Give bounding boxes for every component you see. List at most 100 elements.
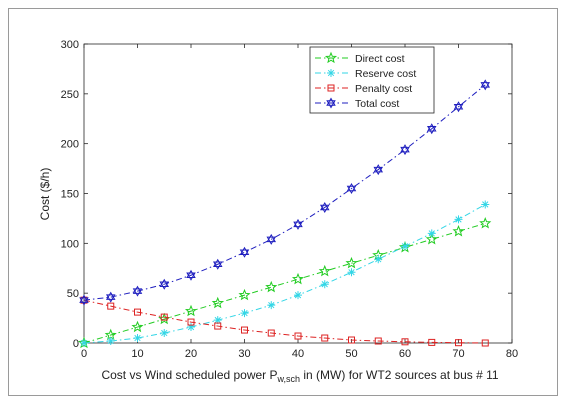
data-point xyxy=(159,278,170,290)
data-point xyxy=(374,255,383,264)
marker-hexagram-a xyxy=(132,285,143,294)
data-point xyxy=(107,302,115,310)
marker-asterisk xyxy=(106,337,115,346)
marker-hexagram-b xyxy=(159,281,170,290)
marker-star xyxy=(452,225,465,237)
marker-square xyxy=(214,322,222,330)
marker-square xyxy=(241,326,248,334)
marker-hexagram-a xyxy=(426,123,437,132)
marker-hexagram-b xyxy=(186,272,196,281)
data-point xyxy=(428,338,436,346)
data-point xyxy=(131,320,144,333)
data-point xyxy=(374,337,382,345)
marker-hexagram-a xyxy=(400,144,410,153)
marker-square xyxy=(327,84,335,92)
data-point xyxy=(294,291,302,300)
marker-star xyxy=(184,304,198,317)
x-axis-label-unit: in (MW) for WT2 sources at bus # 11 xyxy=(300,368,499,382)
marker-asterisk xyxy=(267,301,276,310)
data-point xyxy=(212,258,223,270)
marker-asterisk xyxy=(80,339,88,347)
series-line xyxy=(83,299,486,344)
x-tick-label: 10 xyxy=(131,348,143,360)
marker-hexagram-b xyxy=(79,297,89,306)
marker-star xyxy=(131,320,144,333)
data-point xyxy=(211,296,224,309)
marker-asterisk xyxy=(347,268,356,277)
data-point xyxy=(291,272,305,285)
marker-square xyxy=(187,318,195,326)
marker-hexagram-b xyxy=(346,185,357,195)
marker-hexagram-a xyxy=(186,269,196,278)
marker-square xyxy=(428,338,436,346)
marker-star xyxy=(425,233,438,245)
y-tick-label: 250 xyxy=(61,89,79,101)
data-point xyxy=(481,200,490,209)
marker-asterisk xyxy=(294,291,302,300)
x-tick-label: 50 xyxy=(345,348,357,360)
data-point xyxy=(160,329,169,338)
marker-hexagram-a xyxy=(239,246,250,256)
data-point xyxy=(455,339,462,347)
y-tick-label: 50 xyxy=(67,288,79,300)
data-point xyxy=(401,242,409,251)
marker-star xyxy=(345,256,358,269)
marker-asterisk xyxy=(401,242,409,251)
legend-marker xyxy=(327,84,335,92)
data-point xyxy=(321,334,329,342)
data-point xyxy=(106,337,115,346)
x-axis-label-main: Cost vs Wind scheduled power P xyxy=(101,368,277,382)
x-tick-label: 30 xyxy=(238,348,250,360)
legend-item: Total cost xyxy=(315,97,399,110)
data-point xyxy=(347,268,356,277)
x-axis-ticks: 0 10 20 30 40 50 60 70 80 xyxy=(81,44,518,360)
marker-hexagram-b xyxy=(326,100,336,109)
legend-label: Direct cost xyxy=(355,53,405,65)
data-point xyxy=(160,313,168,321)
marker-asterisk xyxy=(481,200,490,209)
marker-asterisk xyxy=(454,215,463,224)
marker-star xyxy=(318,264,331,277)
marker-square xyxy=(374,337,382,345)
data-point xyxy=(453,101,464,113)
marker-square xyxy=(455,339,462,347)
data-point xyxy=(348,336,355,344)
marker-hexagram-a xyxy=(212,258,223,268)
legend-item: Direct cost xyxy=(315,51,405,65)
marker-square xyxy=(348,336,355,344)
data-point xyxy=(481,339,489,347)
data-point xyxy=(213,316,222,325)
marker-hexagram-b xyxy=(266,236,277,245)
marker-hexagram-b xyxy=(132,288,143,297)
data-point xyxy=(454,215,463,224)
data-point xyxy=(294,332,302,340)
marker-hexagram-a xyxy=(159,278,170,287)
marker-hexagram-a xyxy=(319,201,330,211)
marker-star xyxy=(291,272,305,285)
marker-asterisk xyxy=(327,69,335,77)
legend-item: Penalty cost xyxy=(315,83,412,95)
marker-square xyxy=(160,313,168,321)
data-point xyxy=(105,291,116,303)
x-axis-label: Cost vs Wind scheduled power Pw,sch in (… xyxy=(101,368,498,384)
data-point xyxy=(427,229,436,238)
marker-star xyxy=(324,51,338,64)
x-tick-label: 0 xyxy=(81,348,87,360)
marker-hexagram-a xyxy=(79,294,89,303)
marker-hexagram-a xyxy=(346,183,357,192)
x-tick-label: 60 xyxy=(399,348,411,360)
legend-marker xyxy=(326,97,336,109)
marker-square xyxy=(321,334,329,342)
legend-marker xyxy=(327,69,335,77)
data-point xyxy=(80,339,88,347)
marker-hexagram-b xyxy=(239,249,250,258)
data-point xyxy=(480,79,491,91)
data-point xyxy=(320,280,329,289)
marker-square xyxy=(294,332,302,340)
data-point xyxy=(425,233,438,245)
marker-hexagram-a xyxy=(480,79,491,88)
data-point xyxy=(452,225,465,237)
marker-hexagram-a xyxy=(326,97,336,106)
marker-square xyxy=(267,329,275,337)
marker-hexagram-b xyxy=(480,82,491,91)
